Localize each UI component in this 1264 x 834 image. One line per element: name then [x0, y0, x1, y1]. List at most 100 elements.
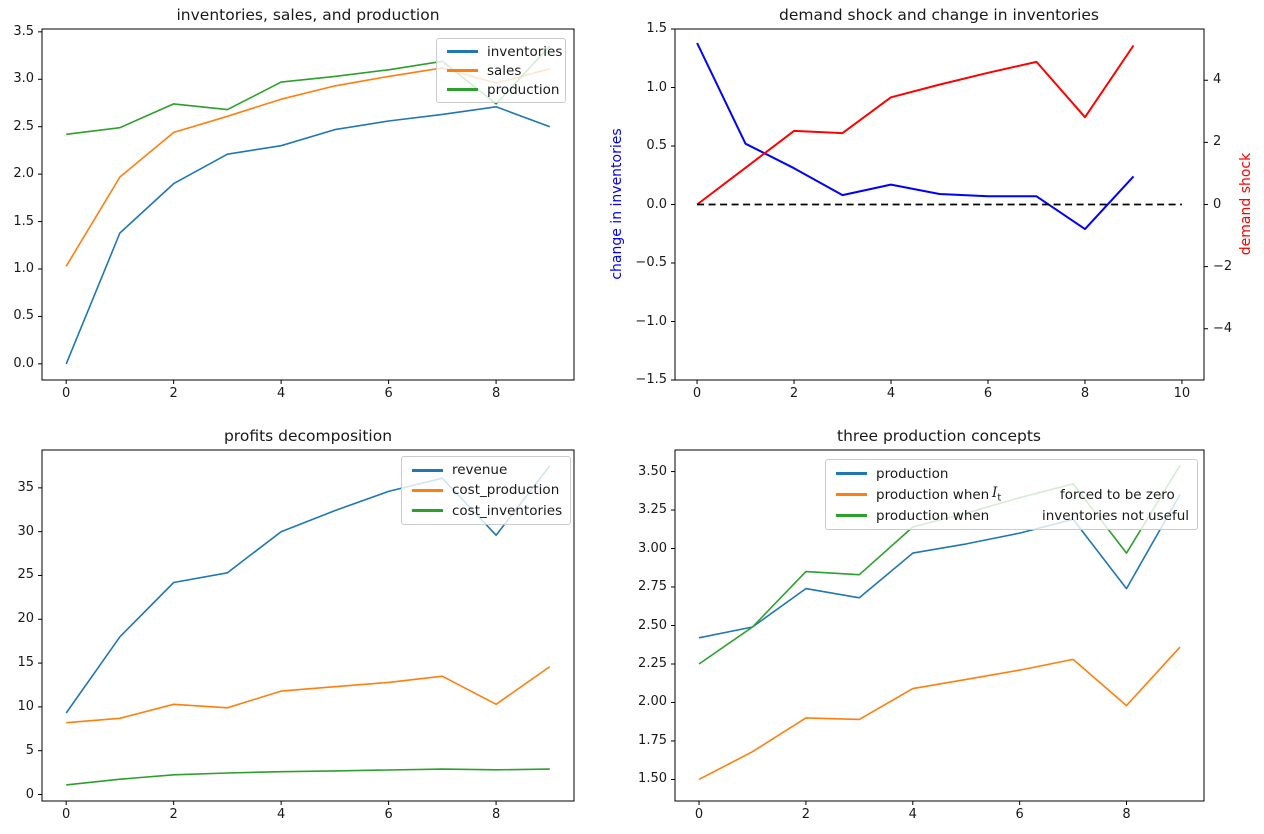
legend-line-sample: [412, 468, 443, 472]
chart3-spines: [41, 449, 575, 802]
y-tick-label: 0.0: [13, 355, 34, 371]
legend-line-sample: [447, 50, 478, 53]
chart4-line-production: [698, 494, 1181, 639]
chart4-legend: production production when It forced to be …: [825, 459, 1198, 530]
chart1-title: inventories, sales, and production: [176, 6, 440, 24]
x-tick-label: 2: [169, 807, 178, 822]
chart1-spines: [41, 28, 575, 381]
chart2-title: demand shock and change in inventories: [779, 6, 1099, 24]
legend-label-2: inventories not useful: [1042, 507, 1189, 524]
chart3-legend: revenue cost_production cost_inventories: [401, 456, 571, 525]
legend-label: inventories: [487, 43, 563, 60]
legend-line-sample: [412, 488, 443, 492]
x-tick-label: 6: [384, 386, 393, 401]
y-tick-label: 3.00: [638, 540, 667, 556]
x-tick-label: 8: [491, 807, 501, 822]
x-tick-label: 4: [908, 807, 917, 822]
legend-label: sales: [487, 62, 522, 79]
chart2-line-change-in-inventories: [696, 42, 1135, 231]
legend-label: cost_inventories: [452, 502, 563, 519]
y-tick-label: 3.25: [638, 502, 667, 518]
y-tick-label: 2.25: [638, 655, 667, 671]
legend-label: production when: [876, 507, 990, 524]
x-tick-label: 2: [789, 386, 799, 401]
y-tick-label: 5: [25, 742, 34, 758]
x-tick-label: 6: [384, 807, 393, 822]
y-tick-label: 1.0: [13, 261, 34, 276]
y-tick-label: 3.5: [13, 23, 34, 39]
y-tick-label: 25: [17, 567, 34, 583]
legend-line-sample: [836, 514, 867, 517]
y-tick-label: 20: [17, 611, 34, 627]
x-tick-label: 8: [491, 386, 501, 401]
legend-line-sample: [447, 88, 478, 91]
y-tick-label: −0.5: [635, 255, 667, 270]
y-tick-label: 0.0: [646, 196, 667, 212]
x-tick-label: 2: [801, 807, 811, 822]
chart3-line-cost-inventories: [66, 768, 550, 786]
legend-label: production: [487, 81, 560, 98]
y2-tick-label: 0: [1213, 196, 1222, 212]
x-tick-label: 0: [62, 807, 71, 822]
legend-label: revenue: [452, 462, 508, 479]
y-tick-label: 30: [17, 523, 34, 539]
y-tick-label: 0.5: [13, 308, 34, 324]
legend-math-label: It: [992, 485, 1002, 504]
y-tick-label: 35: [17, 479, 34, 495]
x-tick-label: 10: [1173, 386, 1191, 401]
x-tick-label: 4: [276, 807, 286, 822]
legend-line-sample: [836, 493, 867, 496]
legend-line-sample: [447, 69, 478, 72]
y-tick-label: 1.5: [646, 21, 667, 36]
legend-item-cost-production: cost_production: [402, 482, 570, 498]
y2-tick-label: 4: [1213, 72, 1222, 88]
legend-line-sample: [412, 509, 443, 513]
legend-label-2: forced to be zero: [1060, 486, 1175, 503]
x-tick-label: 6: [983, 386, 993, 401]
y2-tick-label: −2: [1213, 258, 1233, 274]
chart4-line-production-when-it-forced-to-be-zero: [698, 646, 1181, 781]
legend-item-production-when: production when It forced to be zero: [826, 485, 1197, 504]
y-tick-label: 15: [17, 655, 34, 671]
y-tick-label: 2.00: [638, 694, 667, 710]
chart2-ylabel-right: demand shock: [1238, 152, 1254, 256]
y-tick-label: 0.5: [646, 138, 667, 153]
y2-tick-label: −4: [1213, 320, 1233, 336]
x-tick-label: 0: [694, 807, 704, 822]
x-tick-label: 8: [1080, 386, 1090, 401]
chart3-line-cost-production: [66, 665, 551, 724]
y-tick-label: 1.0: [646, 79, 667, 95]
y-tick-label: 0: [25, 786, 34, 802]
chart1-legend: inventories sales production: [436, 38, 566, 103]
y2-tick-label: 2: [1213, 134, 1222, 150]
chart3-title: profits decomposition: [223, 427, 393, 445]
y-tick-label: 2.50: [638, 617, 667, 633]
legend-line-sample: [836, 472, 867, 475]
x-tick-label: 4: [886, 386, 896, 401]
x-tick-label: 2: [169, 386, 178, 401]
y-tick-label: 2.0: [13, 166, 34, 182]
x-tick-label: 4: [276, 386, 286, 401]
legend-item-revenue: revenue: [402, 462, 570, 478]
y-tick-label: 10: [17, 698, 34, 714]
y-tick-label: 3.0: [13, 71, 34, 87]
x-tick-label: 0: [62, 386, 71, 401]
legend-item-production: production: [437, 82, 565, 98]
chart4-title: three production concepts: [837, 427, 1041, 445]
y-tick-label: 3.50: [638, 463, 667, 479]
y-tick-label: 1.75: [638, 732, 667, 748]
chart2-line-demand-shock: [696, 44, 1135, 206]
y-tick-label: 1.5: [13, 213, 34, 229]
legend-item-cost-inventories: cost_inventories: [402, 503, 570, 519]
legend-item-inventories: inventories: [437, 44, 565, 60]
y-tick-label: −1.5: [635, 372, 667, 387]
legend-item-production-when: production when inventories not useful: [826, 508, 1197, 524]
x-tick-label: 8: [1122, 807, 1131, 822]
legend-label: production: [876, 465, 949, 482]
x-tick-label: 0: [692, 386, 702, 401]
legend-item-sales: sales: [437, 63, 565, 79]
chart1-line-inventories: [65, 106, 551, 365]
x-tick-label: 6: [1015, 807, 1024, 822]
y-tick-label: 1.50: [638, 771, 667, 787]
